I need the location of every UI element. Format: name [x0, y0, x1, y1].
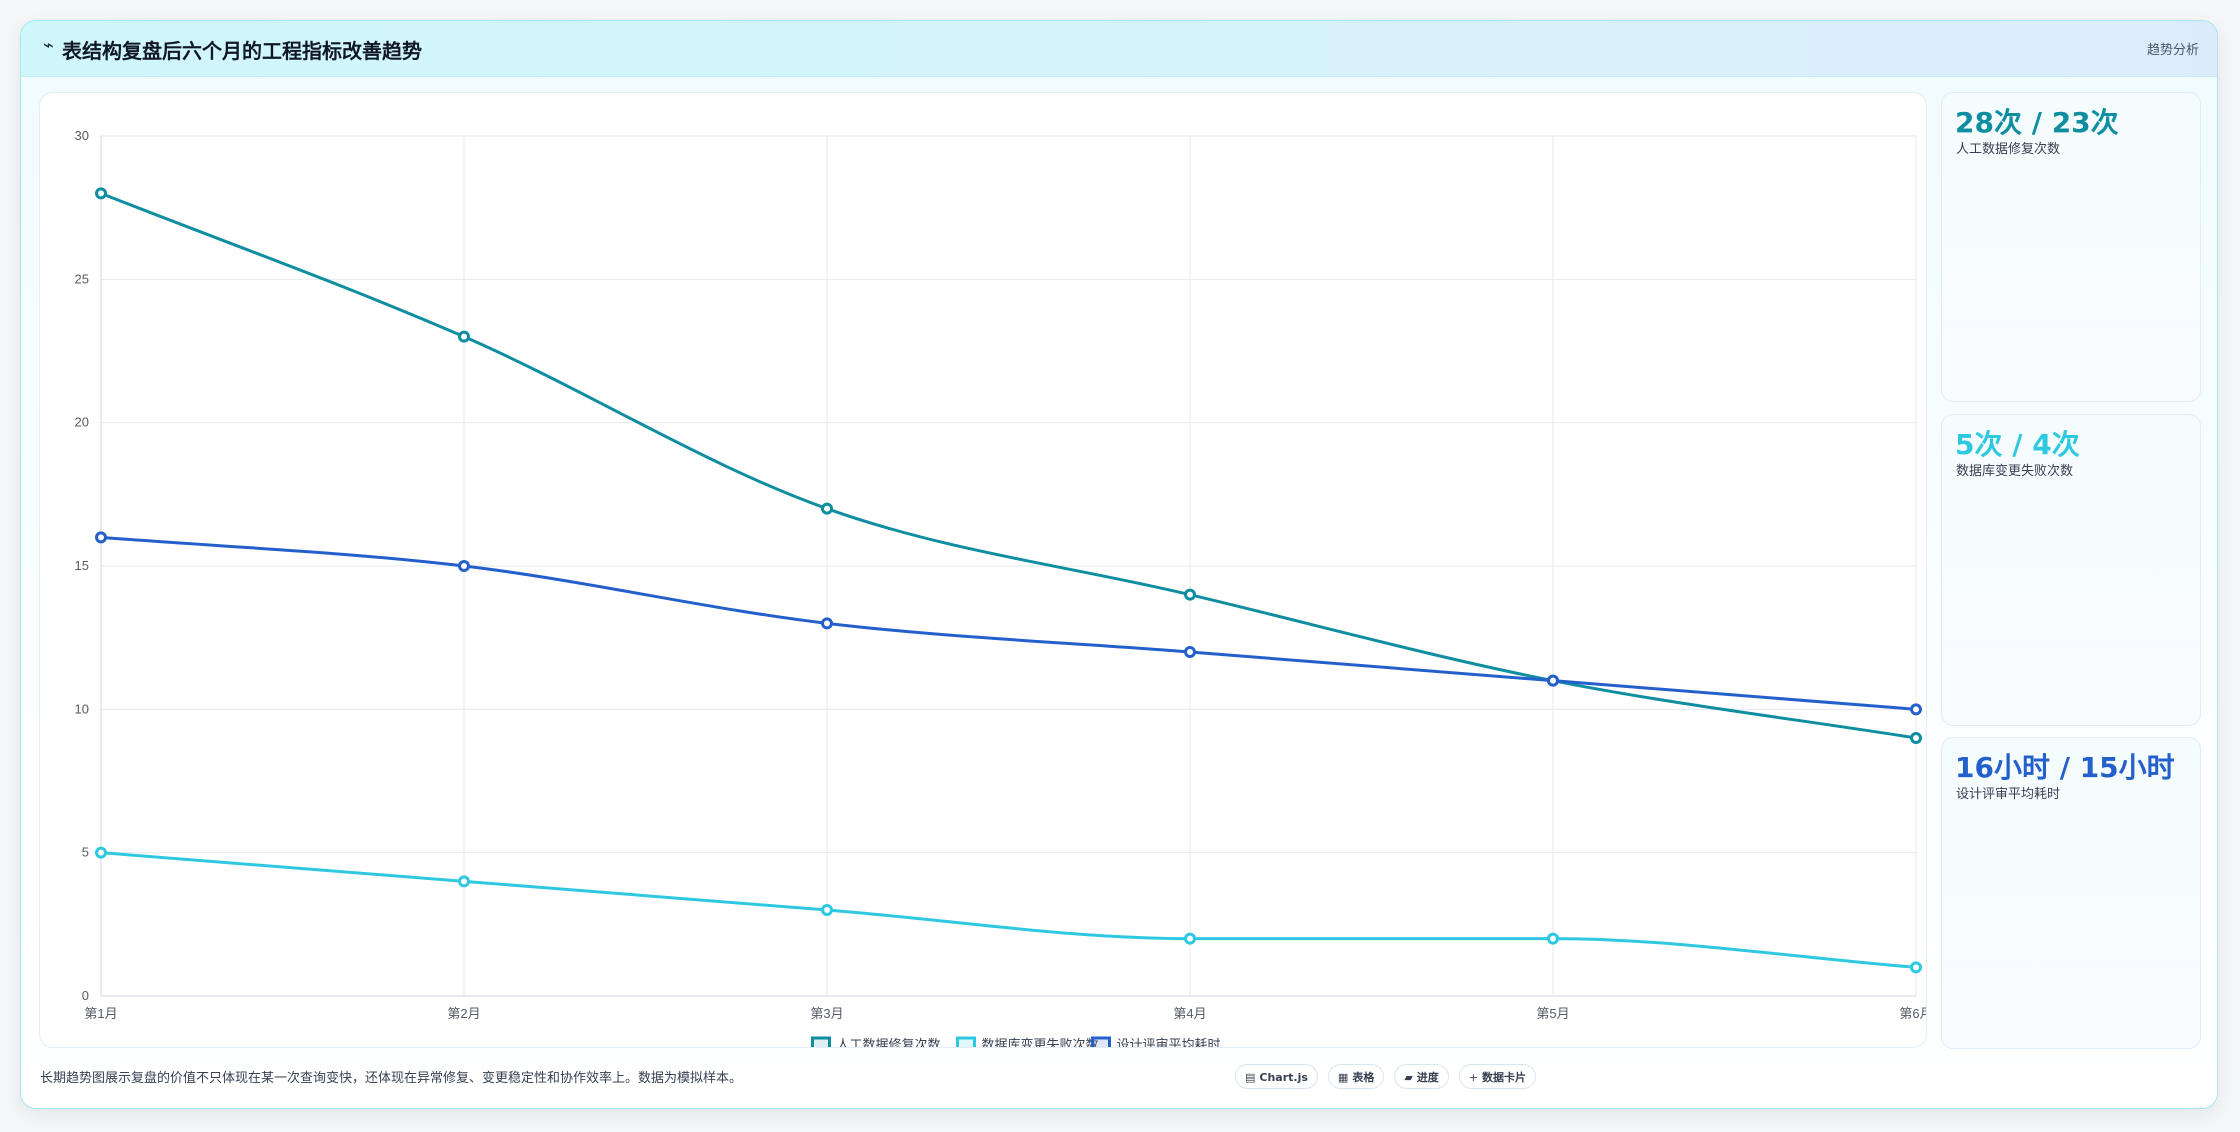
chip-label: 表格	[1352, 1071, 1375, 1084]
kpi-value: 28次 / 23次	[1955, 106, 2119, 139]
series-line-2	[100, 535, 1917, 711]
chart-card: 0 5 10 15 20 25 30 第1月 第2月 第3月 第4月 第5月 第6月人工数据修复次数 数据…	[39, 92, 1927, 1048]
data-point	[1184, 588, 1196, 601]
data-point	[1547, 674, 1559, 687]
footer-note: 长期趋势图展示复盘的价值不只体现在某一次查询变快，还体现在异常修复、变更稳定性和…	[40, 1071, 743, 1086]
y-tick-label: 0	[82, 988, 89, 1003]
x-tick-label: 第4月	[1173, 1006, 1206, 1021]
legend-swatch	[1091, 1036, 1111, 1047]
trend-panel: ⌁ 表结构复盘后六个月的工程指标改善趋势 趋势分析 0 5 10 15 20 25 30 第1…	[20, 20, 2218, 1109]
chart-line-icon: ⌁	[43, 35, 54, 56]
kpi-value: 5次 / 4次	[1955, 428, 2080, 461]
chip-data-card[interactable]: + 数据卡片	[1458, 1064, 1537, 1089]
x-tick-label: 第5月	[1536, 1006, 1569, 1021]
chip-label: 进度	[1416, 1071, 1439, 1084]
data-point	[1910, 703, 1922, 716]
x-tick-label: 第3月	[810, 1006, 843, 1021]
kpi-card-manual-fix: 28次 / 23次 人工数据修复次数	[1941, 92, 2201, 402]
legend-label: 人工数据修复次数	[837, 1037, 941, 1047]
chip-progress[interactable]: ▰ 进度	[1394, 1064, 1449, 1089]
data-point	[95, 187, 107, 200]
data-point	[1910, 732, 1922, 744]
x-tick-label: 第2月	[447, 1006, 480, 1021]
feature-chips: ▤ Chart.js ▦ 表格 ▰ 进度 + 数据卡片	[1235, 1064, 1537, 1089]
data-point	[458, 875, 470, 888]
plus-icon: +	[1468, 1071, 1479, 1084]
data-point	[821, 617, 833, 630]
x-tick-label: 第6月	[1899, 1006, 1926, 1021]
kpi-card-change-failure: 5次 / 4次 数据库变更失败次数	[1941, 414, 2201, 726]
page-title: 表结构复盘后六个月的工程指标改善趋势	[62, 39, 422, 63]
table-icon: ▦	[1337, 1071, 1349, 1084]
panel-header: ⌁ 表结构复盘后六个月的工程指标改善趋势 趋势分析	[21, 21, 2217, 77]
kpi-label: 人工数据修复次数	[1956, 142, 2061, 157]
kpi-value: 16小时 / 15小时	[1955, 751, 2175, 784]
data-point	[458, 330, 470, 343]
trend-analysis-tag: 趋势分析	[2146, 43, 2199, 58]
series-line-0	[100, 191, 1917, 740]
data-point	[95, 531, 107, 544]
data-point	[821, 502, 833, 515]
data-point	[1910, 961, 1922, 974]
kpi-card-review-time: 16小时 / 15小时 设计评审平均耗时	[1941, 737, 2201, 1049]
y-tick-label: 15	[75, 558, 89, 573]
line-chart: 0 5 10 15 20 25 30 第1月 第2月 第3月 第4月 第5月 第6月人工数据修复次数 数据…	[75, 128, 1926, 1047]
chip-chartjs[interactable]: ▤ Chart.js	[1235, 1064, 1318, 1089]
chart-icon: ▤	[1245, 1071, 1256, 1084]
data-point	[95, 846, 107, 859]
chip-label: 数据卡片	[1482, 1071, 1527, 1084]
progress-icon: ▰	[1404, 1071, 1413, 1084]
legend-label: 数据库变更失败次数	[982, 1037, 1099, 1047]
legend-label: 设计评审平均耗时	[1117, 1037, 1221, 1047]
series-line-1	[100, 851, 1917, 969]
kpi-label: 设计评审平均耗时	[1956, 787, 2061, 802]
x-tick-label: 第1月	[84, 1006, 117, 1021]
y-tick-label: 30	[75, 128, 89, 143]
data-point	[458, 560, 470, 572]
chip-label: Chart.js	[1259, 1071, 1308, 1084]
y-tick-label: 25	[75, 271, 89, 286]
data-point	[821, 904, 833, 916]
data-point	[1547, 932, 1559, 945]
y-tick-label: 10	[75, 701, 89, 716]
y-tick-label: 20	[75, 415, 89, 430]
data-point	[1184, 932, 1196, 945]
kpi-label: 数据库变更失败次数	[1956, 464, 2074, 479]
y-tick-label: 5	[82, 845, 89, 860]
data-point	[1184, 646, 1196, 658]
legend-swatch	[956, 1036, 976, 1047]
chip-table[interactable]: ▦ 表格	[1327, 1064, 1385, 1089]
legend-swatch	[811, 1036, 831, 1047]
